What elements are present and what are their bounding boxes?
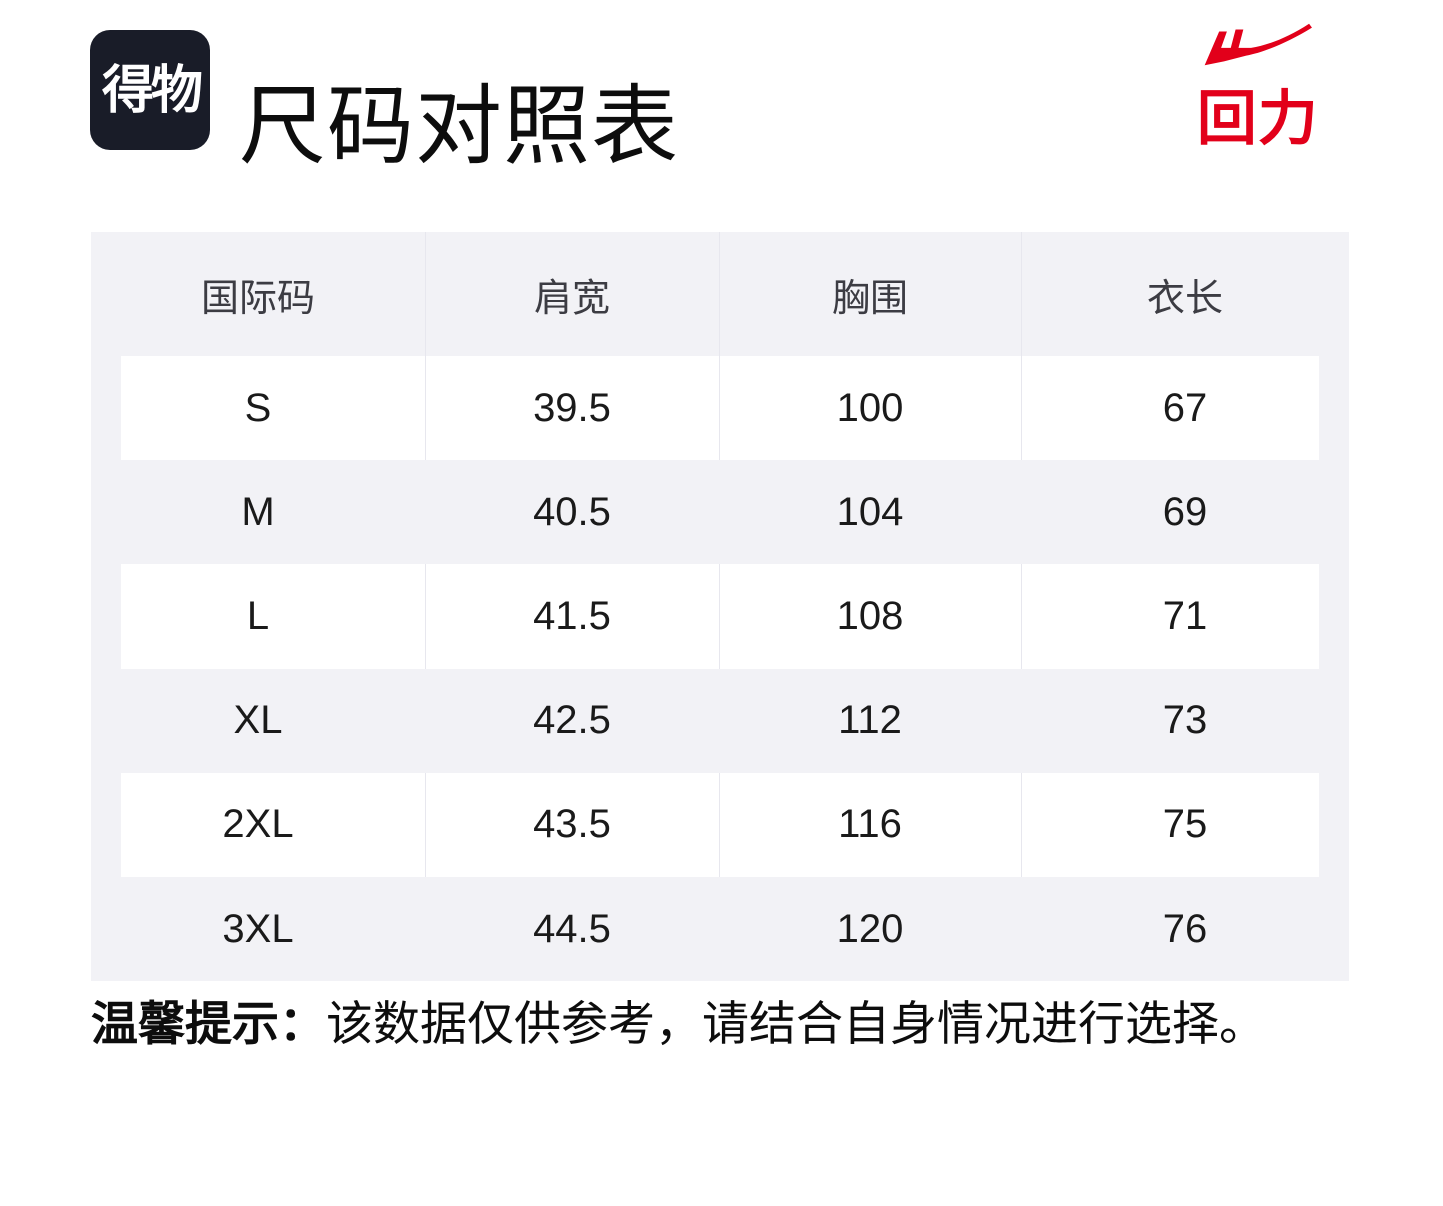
svg-text:回力: 回力 bbox=[1197, 85, 1319, 152]
svg-text:得物: 得物 bbox=[102, 62, 202, 120]
